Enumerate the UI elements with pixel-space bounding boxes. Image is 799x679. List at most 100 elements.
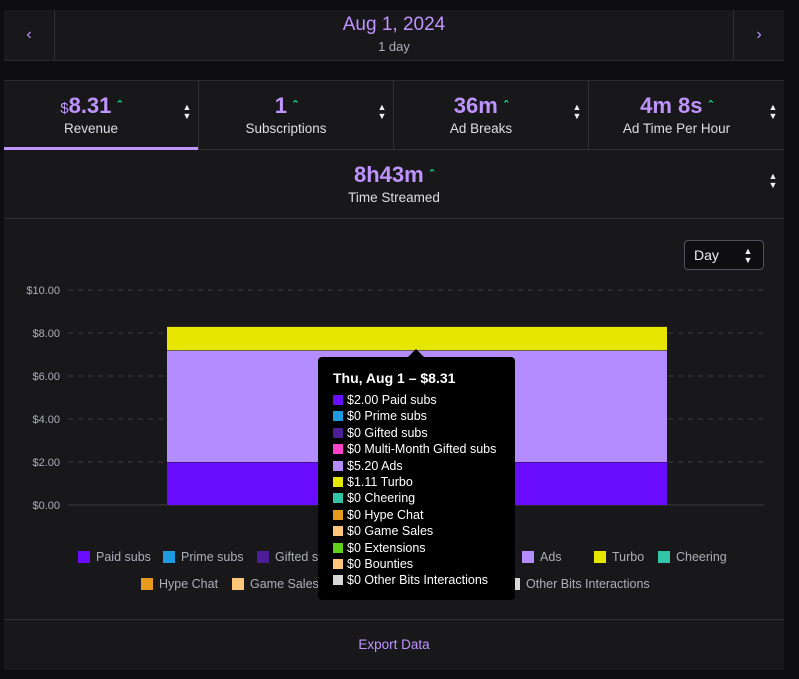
legend-swatch <box>594 551 606 563</box>
trend-up-icon: ˆ <box>429 167 435 182</box>
legend-swatch <box>141 578 153 590</box>
tooltip-row: $0 Hype Chat <box>333 508 423 522</box>
trend-up-icon: ˆ <box>117 98 122 113</box>
legend-swatch <box>163 551 175 563</box>
y-tick-label: $0.00 <box>32 500 60 512</box>
tooltip-row: $0 Game Sales <box>333 524 433 538</box>
legend-swatch <box>257 551 269 563</box>
legend-label: Paid subs <box>96 550 151 564</box>
sort-icon[interactable]: ▲ ▼ <box>182 102 192 121</box>
tooltip-row: $0 Gifted subs <box>333 426 428 440</box>
y-tick-label: $10.00 <box>26 285 60 297</box>
legend-label: Game Sales <box>250 577 319 591</box>
tooltip-row-label: $0 Multi-Month Gifted subs <box>347 442 497 457</box>
legend-item[interactable]: Ads <box>522 550 562 564</box>
previous-date-button[interactable]: ‹ <box>4 10 55 60</box>
tooltip-row-label: $1.11 Turbo <box>347 475 413 489</box>
legend-label: Prime subs <box>181 550 244 564</box>
y-tick-label: $2.00 <box>32 457 60 469</box>
tooltip-row: $0 Cheering <box>333 491 415 505</box>
metric-ad-time-per-hour[interactable]: 4m 8s ˆ Ad Time Per Hour ▲ ▼ <box>589 81 784 150</box>
y-tick-label: $6.00 <box>32 371 60 383</box>
tooltip-swatch <box>333 411 343 422</box>
period-select[interactable]: Day ▲ ▼ <box>684 240 764 270</box>
tooltip-row: $1.11 Turbo <box>333 475 413 489</box>
metric-time-streamed[interactable]: 8h43m ˆ Time Streamed ▲ ▼ <box>4 150 784 219</box>
legend-label: Turbo <box>612 550 645 564</box>
tooltip-row: $0 Bounties <box>333 557 413 571</box>
metric-value: 36m <box>453 93 498 118</box>
date-title: Aug 1, 2024 <box>342 14 446 35</box>
legend-item[interactable]: Turbo <box>594 550 644 564</box>
legend-item[interactable]: Other Bits Interactions <box>508 577 650 591</box>
tooltip-swatch <box>333 395 343 405</box>
tooltip-row-label: $0 Other Bits Interactions <box>347 573 489 588</box>
metric-label: Time Streamed <box>348 190 440 205</box>
tooltip-swatch <box>333 526 343 537</box>
legend-item[interactable]: Prime subs <box>163 550 244 564</box>
legend-item[interactable]: Game Sales <box>232 577 319 591</box>
sort-icon[interactable]: ▲ ▼ <box>572 102 582 121</box>
tooltip-swatch <box>333 427 343 438</box>
tooltip-row: $5.20 Ads <box>333 459 403 473</box>
tooltip-swatch <box>333 493 343 504</box>
tooltip-row-label: $0 Prime subs <box>347 409 427 424</box>
legend-swatch <box>658 551 670 563</box>
metric-revenue[interactable]: $8.31 ˆ Revenue ▲ ▼ <box>4 81 199 150</box>
tooltip-row: $0 Other Bits Interactions <box>333 573 488 587</box>
sort-icon[interactable]: ▲ ▼ <box>768 102 778 121</box>
trend-up-icon: ˆ <box>292 98 298 113</box>
legend-item[interactable]: Cheering <box>658 550 727 564</box>
trend-up-icon: ˆ <box>503 98 509 113</box>
legend-item[interactable]: Hype Chat <box>141 577 218 591</box>
metric-ad-breaks[interactable]: 36m ˆ Ad Breaks ▲ ▼ <box>394 81 589 150</box>
tooltip-swatch <box>333 559 343 569</box>
legend-label: Cheering <box>676 550 727 564</box>
legend-swatch <box>522 551 534 563</box>
trend-up-icon: ˆ <box>708 98 713 113</box>
period-select-value: Day <box>694 247 719 263</box>
legend-label: Other Bits Interactions <box>526 577 650 591</box>
export-data-button[interactable]: Export Data <box>358 637 430 652</box>
chevron-left-icon: ‹ <box>26 26 32 43</box>
date-navigator: ‹ Aug 1, 2024 1 day › <box>4 10 784 61</box>
metric-value: 8h43m <box>353 162 424 187</box>
legend-swatch <box>78 551 90 563</box>
tooltip-row: $0 Extensions <box>333 541 426 555</box>
bar-segment-turbo <box>167 326 667 351</box>
tooltip-row-label: $0 Hype Chat <box>347 507 424 522</box>
legend-label: Ads <box>540 550 562 564</box>
metric-value: 4m 8s <box>640 93 703 118</box>
tooltip-row-label: $0 Bounties <box>347 557 414 571</box>
tooltip-title: Thu, Aug 1 – $8.31 <box>333 370 456 386</box>
metric-value: 1 <box>274 93 287 118</box>
tooltip-row: $0 Prime subs <box>333 409 427 423</box>
legend-item[interactable]: Gifted s <box>257 550 318 564</box>
tooltip-row-label: $0 Gifted subs <box>347 425 428 440</box>
metric-label: Ad Time Per Hour <box>622 121 731 136</box>
tooltip-swatch <box>333 460 343 471</box>
legend-label: Gifted s <box>275 550 319 564</box>
tooltip-swatch <box>333 575 343 586</box>
legend-swatch <box>232 578 244 590</box>
tooltip-swatch <box>333 444 343 455</box>
tooltip-row-label: $0 Extensions <box>347 540 426 555</box>
legend-item[interactable]: Paid subs <box>78 550 151 564</box>
sort-icon[interactable]: ▲ ▼ <box>768 171 778 190</box>
y-tick-label: $8.00 <box>32 328 60 340</box>
y-tick-label: $4.00 <box>32 414 60 426</box>
select-arrows-icon: ▲ ▼ <box>743 246 753 265</box>
metric-value: 8.31 <box>68 93 112 118</box>
date-range-label: 1 day <box>378 39 410 54</box>
next-date-button[interactable]: › <box>733 10 784 60</box>
sort-icon[interactable]: ▲ ▼ <box>377 102 387 121</box>
export-bar: Export Data <box>4 619 784 670</box>
tooltip-swatch <box>333 542 343 553</box>
metric-label: Subscriptions <box>245 121 327 136</box>
legend-label: Hype Chat <box>159 577 219 591</box>
tooltip-row: $2.00 Paid subs <box>333 393 437 407</box>
chevron-right-icon: › <box>756 26 762 43</box>
tooltip-row-label: $5.20 Ads <box>347 458 403 473</box>
